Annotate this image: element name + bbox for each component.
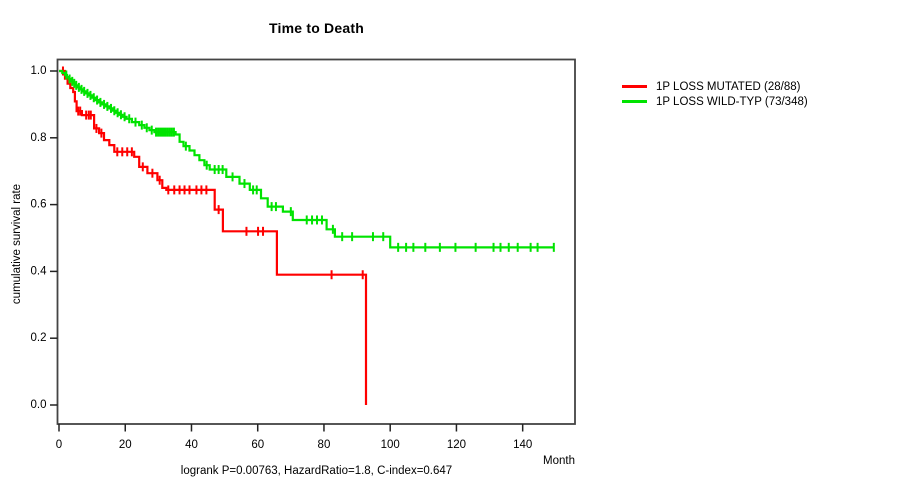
legend-label-wildtype: 1P LOSS WILD-TYP (73/348) — [656, 95, 808, 108]
plot-box — [56, 58, 576, 425]
x-tick-label-20: 20 — [119, 439, 132, 451]
x-tick-label-80: 80 — [318, 439, 331, 451]
survival-curve-0 — [59, 69, 368, 405]
x-tick-label-100: 100 — [381, 439, 400, 451]
legend: 1P LOSS MUTATED (28/88) 1P LOSS WILD-TYP… — [622, 79, 808, 109]
y-tick-label-0.8: 0.8 — [31, 132, 47, 144]
x-tick-label-120: 120 — [447, 439, 466, 451]
y-tick-label-0.2: 0.2 — [31, 332, 47, 344]
y-tick-label-0.6: 0.6 — [31, 199, 47, 211]
stats-annotation: logrank P=0.00763, HazardRatio=1.8, C-in… — [180, 465, 453, 477]
x-tick-label-140: 140 — [513, 439, 532, 451]
y-tick-label-1: 1.0 — [31, 65, 47, 77]
y-tick-label-0.4: 0.4 — [31, 265, 48, 277]
legend-label-mutated: 1P LOSS MUTATED (28/88) — [656, 80, 801, 93]
x-tick-label-60: 60 — [251, 439, 264, 451]
y-axis-label: cumulative survival rate — [11, 183, 23, 305]
legend-line-red — [622, 85, 647, 88]
x-tick-label-40: 40 — [185, 439, 198, 451]
x-tick-label-0: 0 — [56, 439, 62, 451]
x-axis-label: Month — [543, 455, 575, 467]
y-tick-label-0: 0.0 — [31, 399, 47, 411]
chart-title: Time to Death — [269, 20, 364, 36]
legend-item-wildtype: 1P LOSS WILD-TYP (73/348) — [622, 94, 808, 109]
legend-line-green — [622, 100, 647, 103]
legend-item-mutated: 1P LOSS MUTATED (28/88) — [622, 79, 808, 94]
